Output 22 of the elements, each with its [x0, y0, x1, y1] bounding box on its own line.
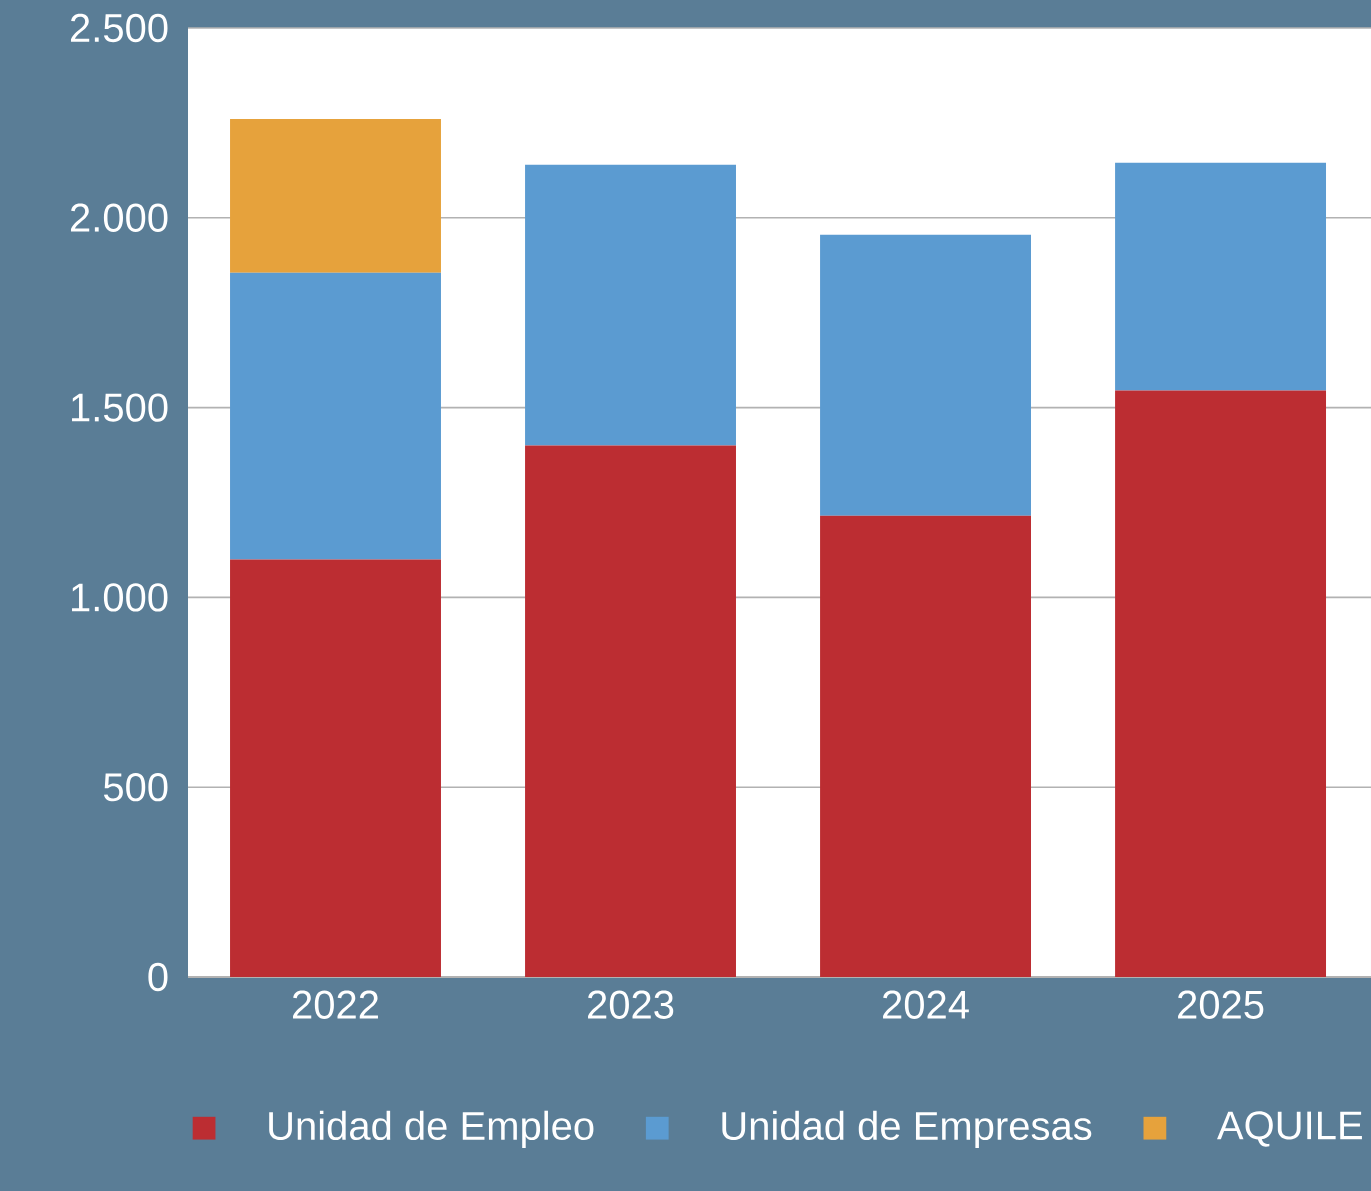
legend-label: Unidad de Empleo — [269, 1110, 594, 1148]
y-tick-label: 500 — [103, 773, 168, 802]
x-tick-label: 2023 — [588, 990, 674, 1019]
y-tick-label: 0 — [148, 962, 168, 992]
y-tick-label: 2.000 — [70, 203, 168, 232]
y-tick-label: 1.000 — [72, 583, 168, 612]
y-tick-label: 2.500 — [70, 13, 168, 43]
legend-label: Unidad de Empresas — [722, 1110, 1092, 1148]
x-tick-label: 2022 — [293, 990, 378, 1019]
bar — [820, 234, 1031, 516]
bar — [1115, 162, 1327, 391]
bar — [820, 515, 1031, 977]
bar — [525, 164, 736, 446]
y-tick-label: 1.500 — [72, 393, 168, 422]
bar — [230, 559, 441, 977]
bar — [525, 445, 736, 977]
x-tick-label: 2024 — [883, 990, 969, 1019]
legend-label: AQUILE — [1217, 1111, 1362, 1147]
bar — [1115, 390, 1327, 977]
bar — [230, 119, 441, 273]
x-tick-label: 2025 — [1178, 990, 1264, 1019]
bar — [230, 272, 441, 560]
